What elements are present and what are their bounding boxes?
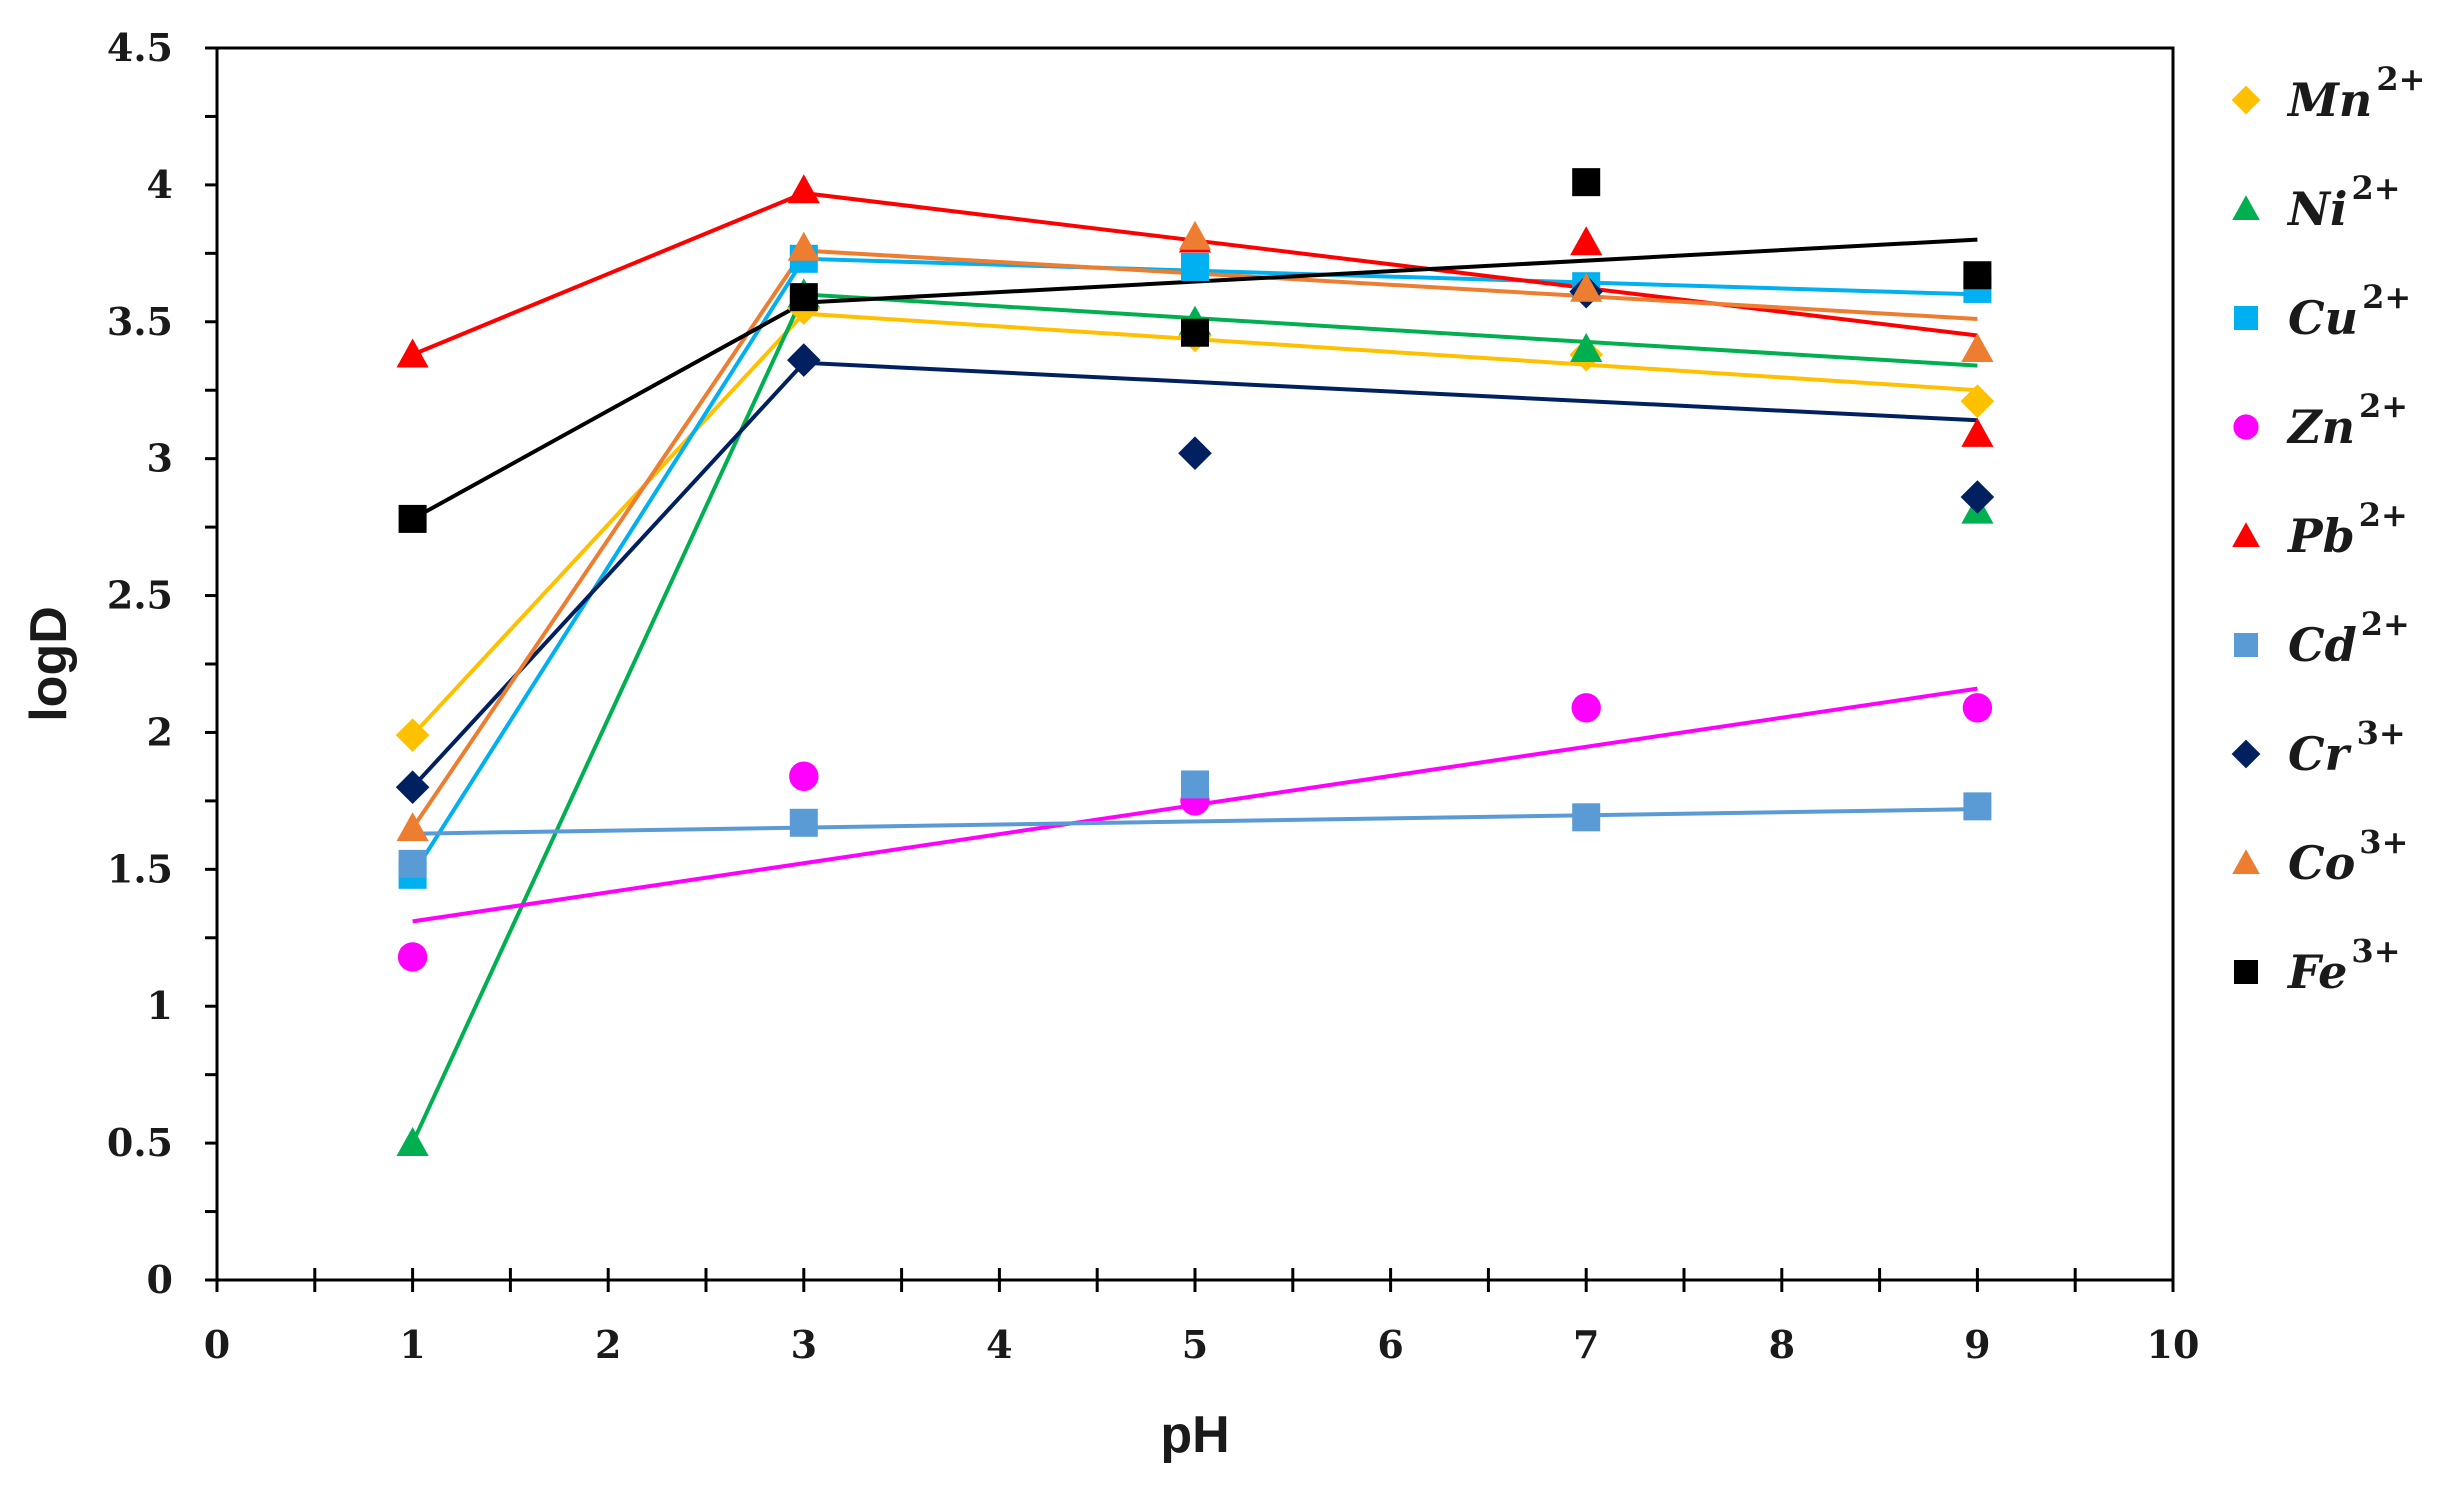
legend-charge: 3+ <box>2357 714 2406 752</box>
legend-label: Fe <box>2286 945 2347 999</box>
data-point-cd <box>398 849 427 878</box>
y-tick-label: 3 <box>147 436 173 481</box>
legend-charge: 2+ <box>2359 387 2408 425</box>
legend-label: Ni <box>2286 182 2348 236</box>
data-point-fe <box>1181 318 1209 347</box>
legend-charge: 2+ <box>2359 496 2408 534</box>
data-point-co <box>1570 272 1603 302</box>
y-tick-label: 3.5 <box>107 299 173 344</box>
data-point-fe <box>1963 261 1992 290</box>
legend-label: Zn <box>2286 400 2355 454</box>
x-axis-title: pH <box>1160 1406 1229 1464</box>
x-tick-label: 4 <box>986 1322 1012 1367</box>
legend: Mn 2+Ni 2+Cu 2+Zn 2+Pb 2+Cd 2+Cr 3+Co 3+Fe 3+ <box>2231 60 2425 999</box>
data-point-pb <box>787 174 820 204</box>
y-tick-label: 4.5 <box>107 25 173 70</box>
legend-label: Mn <box>2286 73 2372 127</box>
legend-item-ni: Ni 2+ <box>2232 169 2401 236</box>
data-point-pb <box>396 338 429 368</box>
legend-charge: 2+ <box>2376 60 2425 98</box>
legend-item-cd: Cd 2+ <box>2234 605 2410 672</box>
y-tick-label: 4 <box>147 162 173 207</box>
y-tick-label: 1 <box>147 983 173 1028</box>
data-point-fe <box>789 283 818 312</box>
y-tick-label: 0.5 <box>107 1120 173 1165</box>
y-axis-title: logD <box>20 606 78 722</box>
x-tick-label: 5 <box>1182 1322 1208 1367</box>
data-point-ni <box>396 1127 429 1156</box>
legend-label: Cd <box>2288 618 2357 672</box>
x-tick-label: 1 <box>399 1322 425 1367</box>
y-tick-label: 2.5 <box>107 573 173 618</box>
legend-item-fe: Fe 3+ <box>2234 932 2401 999</box>
data-point-pb <box>1961 417 1994 447</box>
data-point-cd <box>789 808 818 837</box>
legend-label: Cu <box>2288 291 2358 345</box>
data-point-cd <box>1963 792 1992 821</box>
x-tick-label: 3 <box>791 1322 817 1367</box>
data-point-cr <box>395 770 430 804</box>
legend-marker <box>2233 414 2259 440</box>
data-point-cr <box>787 343 821 377</box>
data-point-zn <box>789 761 819 791</box>
data-point-ni <box>1570 333 1603 363</box>
x-tick-label: 7 <box>1573 1322 1599 1367</box>
y-tick-label: 2 <box>147 709 173 754</box>
legend-marker <box>2234 960 2258 984</box>
data-point-cr <box>1960 480 1995 514</box>
data-point-cu <box>1181 253 1209 282</box>
x-tick-label: 0 <box>204 1322 230 1367</box>
legend-item-co: Co 3+ <box>2232 823 2408 890</box>
legend-item-mn: Mn 2+ <box>2231 60 2425 127</box>
data-point-fe <box>1572 168 1601 197</box>
legend-label: Cr <box>2288 727 2353 781</box>
legend-label: Pb <box>2286 509 2355 563</box>
legend-marker <box>2231 739 2261 769</box>
axis-ticks <box>205 46 2175 1292</box>
x-tick-label: 2 <box>595 1322 621 1367</box>
data-markers <box>395 168 1995 1156</box>
data-point-mn <box>395 718 430 752</box>
legend-charge: 2+ <box>2352 169 2401 207</box>
legend-charge: 2+ <box>2361 605 2410 643</box>
legend-item-cu: Cu 2+ <box>2234 278 2411 345</box>
legend-marker <box>2231 85 2261 115</box>
data-point-co <box>787 231 820 261</box>
legend-marker <box>2234 306 2258 330</box>
data-point-cr <box>1178 436 1212 470</box>
legend-charge: 3+ <box>2351 932 2400 970</box>
x-tick-label: 10 <box>2147 1322 2200 1367</box>
legend-item-cr: Cr 3+ <box>2231 714 2406 781</box>
data-point-cd <box>1572 803 1601 832</box>
legend-label: Co <box>2288 836 2355 890</box>
legend-item-zn: Zn 2+ <box>2233 387 2408 454</box>
legend-marker <box>2232 522 2260 548</box>
data-point-fe <box>398 504 427 533</box>
legend-item-pb: Pb 2+ <box>2232 496 2408 563</box>
legend-charge: 3+ <box>2359 823 2408 861</box>
y-tick-label: 1.5 <box>107 846 173 891</box>
data-point-zn <box>1962 693 1993 723</box>
legend-marker <box>2232 849 2260 875</box>
data-point-co <box>1178 220 1212 250</box>
data-point-mn <box>1960 384 1995 418</box>
data-point-pb <box>1570 226 1603 256</box>
y-tick-label: 0 <box>147 1257 173 1302</box>
trend-line-cd <box>412 807 1978 836</box>
x-tick-label: 6 <box>1377 1322 1403 1367</box>
legend-marker <box>2232 195 2260 221</box>
data-point-zn <box>397 942 428 972</box>
x-tick-label: 9 <box>1964 1322 1990 1367</box>
data-point-cd <box>1181 770 1209 799</box>
data-point-co <box>1961 333 1994 363</box>
data-point-zn <box>1571 693 1601 723</box>
tick-labels: 0 0.5 1 1.5 2 2.5 3 3.5 4 4.5 0 1 2 3 4 5 6 7 8 9 10 <box>107 25 2200 1367</box>
data-point-co <box>396 812 429 842</box>
legend-charge: 2+ <box>2362 278 2411 316</box>
x-tick-label: 8 <box>1769 1322 1795 1367</box>
legend-marker <box>2234 633 2258 657</box>
